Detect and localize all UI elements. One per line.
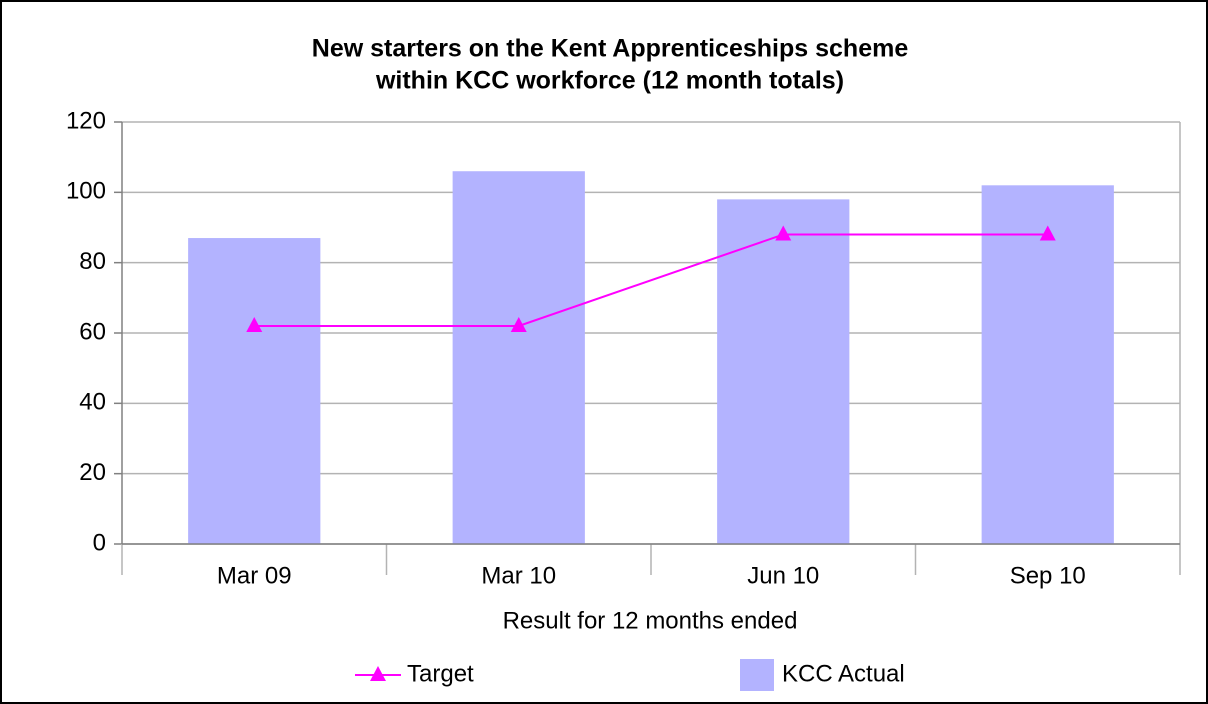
- legend-label: KCC Actual: [782, 660, 905, 687]
- legend-swatch: [740, 659, 774, 691]
- bar: [188, 238, 321, 545]
- legend-label: Target: [407, 660, 474, 687]
- bar: [452, 171, 585, 544]
- x-tick-label: Jun 10: [747, 562, 819, 589]
- line-marker: [510, 316, 527, 332]
- line-marker: [775, 225, 792, 241]
- line-marker: [370, 666, 386, 681]
- bar: [981, 185, 1114, 545]
- x-tick-label: Mar 10: [481, 562, 556, 589]
- x-axis-label: Result for 12 months ended: [503, 607, 798, 634]
- line-marker: [1039, 225, 1056, 241]
- y-tick-label: 0: [93, 529, 106, 556]
- y-tick-label: 120: [66, 107, 106, 134]
- line-marker: [246, 316, 263, 332]
- y-tick-label: 80: [79, 248, 106, 275]
- line: [254, 233, 1048, 327]
- bar: [717, 199, 850, 544]
- x-tick-label: Sep 10: [1010, 562, 1086, 589]
- y-tick-label: 20: [79, 459, 106, 486]
- chart-title: within KCC workforce (12 month totals): [375, 67, 844, 95]
- y-tick-label: 40: [79, 389, 106, 416]
- y-tick-label: 100: [66, 178, 106, 205]
- y-tick-label: 60: [79, 318, 106, 345]
- chart-title: New starters on the Kent Apprenticeships…: [312, 35, 909, 63]
- x-tick-label: Mar 09: [217, 562, 292, 589]
